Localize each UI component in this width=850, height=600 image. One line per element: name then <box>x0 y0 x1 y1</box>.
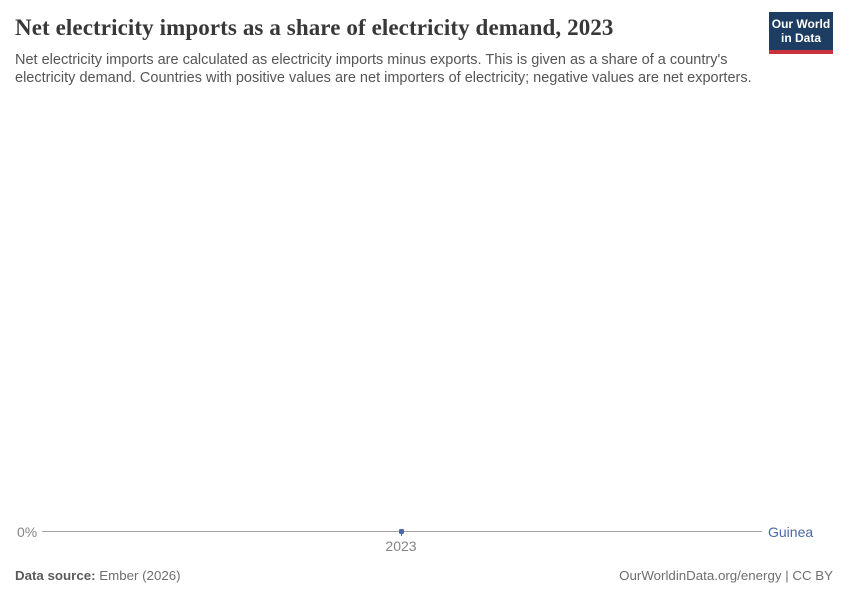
y-axis-zero-label: 0% <box>17 524 38 540</box>
owid-logo-line2: in Data <box>780 31 821 45</box>
chart-footer: Data source: Ember (2026) OurWorldinData… <box>15 568 833 583</box>
series-label-guinea[interactable]: Guinea <box>768 524 814 540</box>
owid-credit-link[interactable]: OurWorldinData.org/energy | CC BY <box>619 568 833 583</box>
x-tick-label-2023: 2023 <box>385 538 417 554</box>
owid-logo-line1: Our World <box>771 17 831 31</box>
owid-logo[interactable]: Our World in Data <box>769 12 833 54</box>
x-axis-tick-mark <box>401 532 402 536</box>
plot-area: 0% 2023 Guinea <box>0 110 850 555</box>
data-source-label: Data source: <box>15 568 96 583</box>
data-source: Data source: Ember (2026) <box>15 568 181 583</box>
data-point-guinea-2023[interactable] <box>399 529 404 534</box>
chart-subtitle: Net electricity imports are calculated a… <box>15 52 752 86</box>
chart-title: Net electricity imports as a share of el… <box>15 15 614 40</box>
data-source-value: Ember (2026) <box>99 568 181 583</box>
